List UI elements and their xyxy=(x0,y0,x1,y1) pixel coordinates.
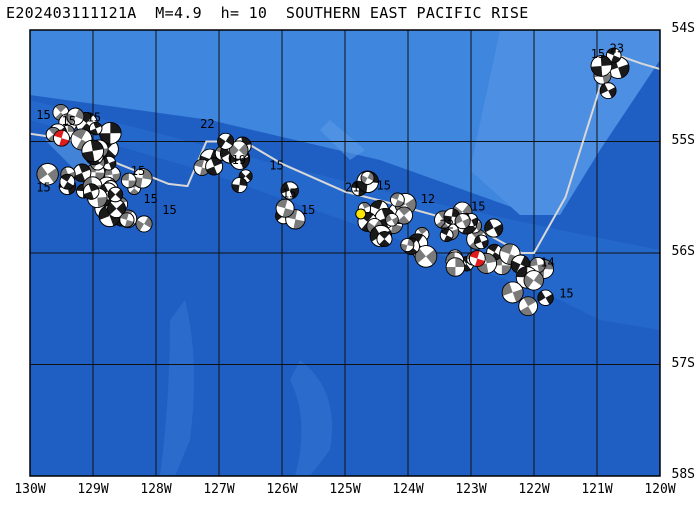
map-frame xyxy=(29,29,661,477)
depth-label: 12 xyxy=(421,192,435,206)
longitude-label: 126W xyxy=(266,482,298,497)
focal-mechanism-beachball xyxy=(523,270,544,291)
depth-label: 23 xyxy=(610,41,624,55)
depth-label: 15 xyxy=(591,47,605,61)
focal-mechanism-beachball xyxy=(83,183,100,200)
depth-label: 15 xyxy=(559,287,573,301)
depth-label: 15 xyxy=(143,192,157,206)
focal-mechanism-beachball xyxy=(468,250,486,267)
longitude-label: 120W xyxy=(644,482,676,497)
longitude-label: 122W xyxy=(518,482,550,497)
longitude-label: 130W xyxy=(14,482,46,497)
focal-mechanism-beachball xyxy=(89,121,103,136)
latitude-label: 56S xyxy=(671,244,695,259)
focal-mechanism-beachball xyxy=(217,132,235,150)
depth-label: 15 xyxy=(301,203,315,217)
focal-mechanism-beachball xyxy=(119,212,135,228)
focal-mechanism-beachball xyxy=(81,139,104,163)
epicenter-marker xyxy=(355,208,367,220)
focal-mechanism-beachball xyxy=(590,55,613,77)
focal-mechanism-beachball xyxy=(445,257,466,277)
focal-mechanism-beachball xyxy=(231,177,248,194)
depth-label: 15 xyxy=(36,181,50,195)
focal-mechanism-beachball xyxy=(229,140,249,160)
fracture-zone-2 xyxy=(320,120,365,160)
focal-mechanism-beachball xyxy=(474,234,489,250)
depth-label: 14 xyxy=(540,255,554,269)
depth-label: 15 xyxy=(471,200,485,214)
latitude-label: 54S xyxy=(671,21,695,36)
focal-mechanism-beachball xyxy=(501,281,524,304)
depth-label: 22 xyxy=(200,117,214,131)
depth-label: 15 xyxy=(36,108,50,122)
focal-mechanism-beachball xyxy=(599,82,617,99)
focal-mechanisms xyxy=(36,47,630,317)
focal-mechanism-beachball xyxy=(280,181,299,200)
longitude-label: 121W xyxy=(581,482,613,497)
focal-mechanism-beachball xyxy=(400,238,415,253)
seamount-chain-1 xyxy=(160,300,194,476)
focal-mechanism-beachball xyxy=(59,173,76,190)
longitude-label: 127W xyxy=(203,482,235,497)
depth-label: 19 xyxy=(232,153,246,167)
plate-boundary-line xyxy=(30,51,660,254)
seamount-chain-2 xyxy=(290,360,332,476)
focal-mechanism-beachball xyxy=(72,163,92,183)
focal-mechanism-beachball xyxy=(606,47,622,64)
map-title: E202403111121A M=4.9 h= 10 SOUTHERN EAST… xyxy=(6,4,529,22)
depth-label: 15 xyxy=(269,158,283,172)
depth-label: 15 xyxy=(377,178,391,192)
focal-mechanism-beachball xyxy=(53,129,70,147)
focal-mechanism-beachball xyxy=(132,168,153,189)
longitude-label: 128W xyxy=(140,482,172,497)
focal-mechanism-beachball xyxy=(484,218,504,238)
focal-mechanism-beachball xyxy=(439,228,454,243)
focal-mechanism-beachball xyxy=(376,231,393,247)
depth-label: 21 xyxy=(345,181,359,195)
depth-label: 15 xyxy=(282,186,296,200)
longitude-label: 129W xyxy=(77,482,109,497)
longitude-label: 123W xyxy=(455,482,487,497)
depth-label: 15 xyxy=(162,203,176,217)
focal-mechanism-beachball xyxy=(385,212,399,227)
latitude-label: 58S xyxy=(671,467,695,482)
latitude-label: 55S xyxy=(671,132,695,148)
focal-mechanism-beachball xyxy=(121,172,137,189)
longitude-label: 124W xyxy=(392,482,424,497)
focal-mechanism-beachball xyxy=(414,245,438,268)
focal-mechanism-beachball xyxy=(360,171,375,185)
focal-mechanism-beachball xyxy=(135,215,153,233)
focal-mechanism-beachball xyxy=(36,163,59,186)
focal-mechanism-beachball xyxy=(205,157,224,176)
depth-label: 22 xyxy=(440,217,454,231)
focal-mechanism-beachball xyxy=(99,122,122,145)
focal-mechanism-beachball xyxy=(537,289,554,306)
focal-mechanism-beachball xyxy=(518,296,538,317)
focal-mechanism-beachball xyxy=(107,186,124,203)
depth-label: 15 xyxy=(87,110,101,124)
focal-mechanism-beachball xyxy=(390,192,405,208)
longitude-label: 125W xyxy=(329,482,361,497)
focal-mechanism-beachball xyxy=(66,107,85,126)
depth-label: 15 xyxy=(131,164,145,178)
depth-labels: 15 15 15 15 15 15 15 22 19 15 15 15 21 15 12 22 15 14 15 15… xyxy=(36,41,624,300)
focal-mechanism-beachball xyxy=(275,198,295,218)
focal-mechanism-beachball xyxy=(454,213,471,230)
depth-label: 15 xyxy=(62,114,76,128)
focal-mechanism-beachball xyxy=(70,128,93,151)
latitude-label: 57S xyxy=(671,355,695,371)
